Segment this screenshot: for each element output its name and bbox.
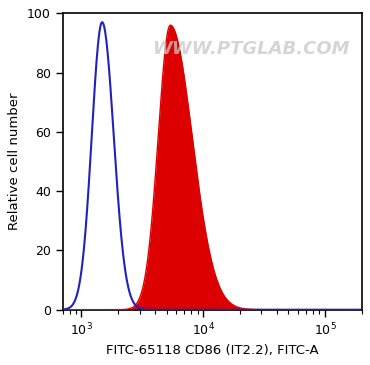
X-axis label: FITC-65118 CD86 (IT2.2), FITC-A: FITC-65118 CD86 (IT2.2), FITC-A	[106, 344, 319, 357]
Text: WWW.PTGLAB.COM: WWW.PTGLAB.COM	[152, 40, 350, 58]
Y-axis label: Relative cell number: Relative cell number	[9, 93, 21, 230]
